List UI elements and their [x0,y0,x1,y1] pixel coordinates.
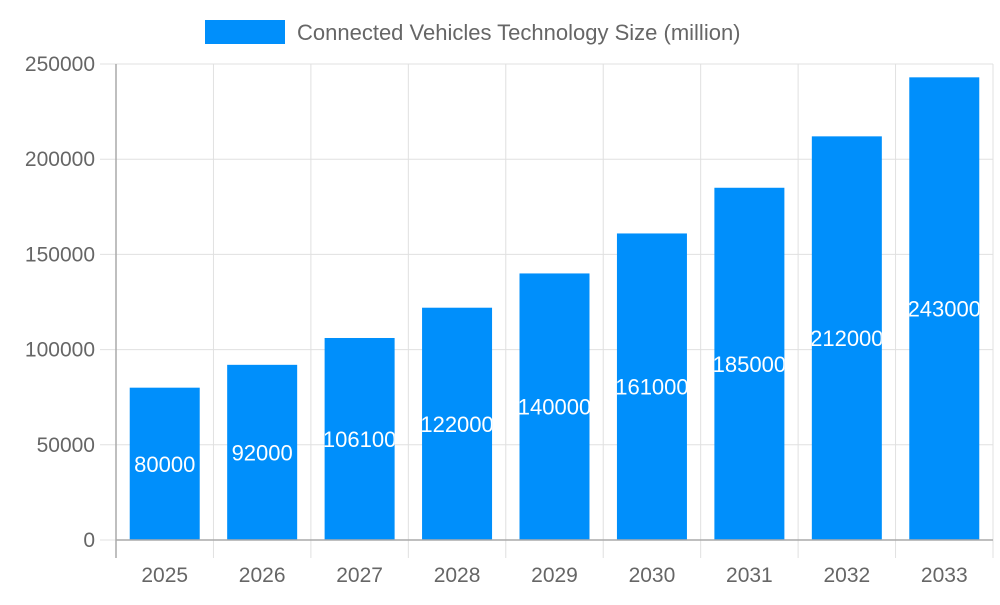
x-tick-label: 2031 [726,564,773,587]
data-label-2033: 243000 [908,297,981,322]
bar-2025 [129,387,200,540]
y-tick-label: 200000 [25,148,95,171]
bar-2028 [422,307,493,540]
data-label-2029: 140000 [518,395,591,420]
data-label-2027: 106100 [323,427,396,452]
bar-2031 [714,187,785,540]
bar-2030 [616,233,687,540]
data-label-2026: 92000 [232,440,293,465]
legend[interactable]: Connected Vehicles Technology Size (mill… [205,20,741,45]
data-label-2030: 161000 [615,375,688,400]
bar-2026 [227,364,298,540]
x-tick-label: 2032 [823,564,870,587]
y-tick-label: 50000 [37,434,95,457]
x-tick-label: 2027 [336,564,383,587]
data-label-2032: 212000 [810,326,883,351]
bar-2032 [811,136,882,541]
x-tick-label: 2030 [629,564,676,587]
y-tick-label: 0 [83,529,95,552]
x-tick-label: 2028 [434,564,481,587]
data-label-2031: 185000 [713,352,786,377]
x-tick-label: 2029 [531,564,578,587]
x-tick-label: 2026 [239,564,286,587]
x-tick-label: 2033 [921,564,968,587]
bar-2029 [519,273,590,540]
x-tick-label: 2025 [141,564,188,587]
y-tick-label: 100000 [25,339,95,362]
legend-swatch [205,20,285,44]
bar-2027 [324,337,395,540]
legend-label: Connected Vehicles Technology Size (mill… [297,20,741,45]
data-label-2028: 122000 [420,412,493,437]
bar-2033 [909,77,980,540]
y-tick-label: 250000 [25,53,95,76]
y-tick-label: 150000 [25,243,95,266]
data-label-2025: 80000 [134,452,195,477]
